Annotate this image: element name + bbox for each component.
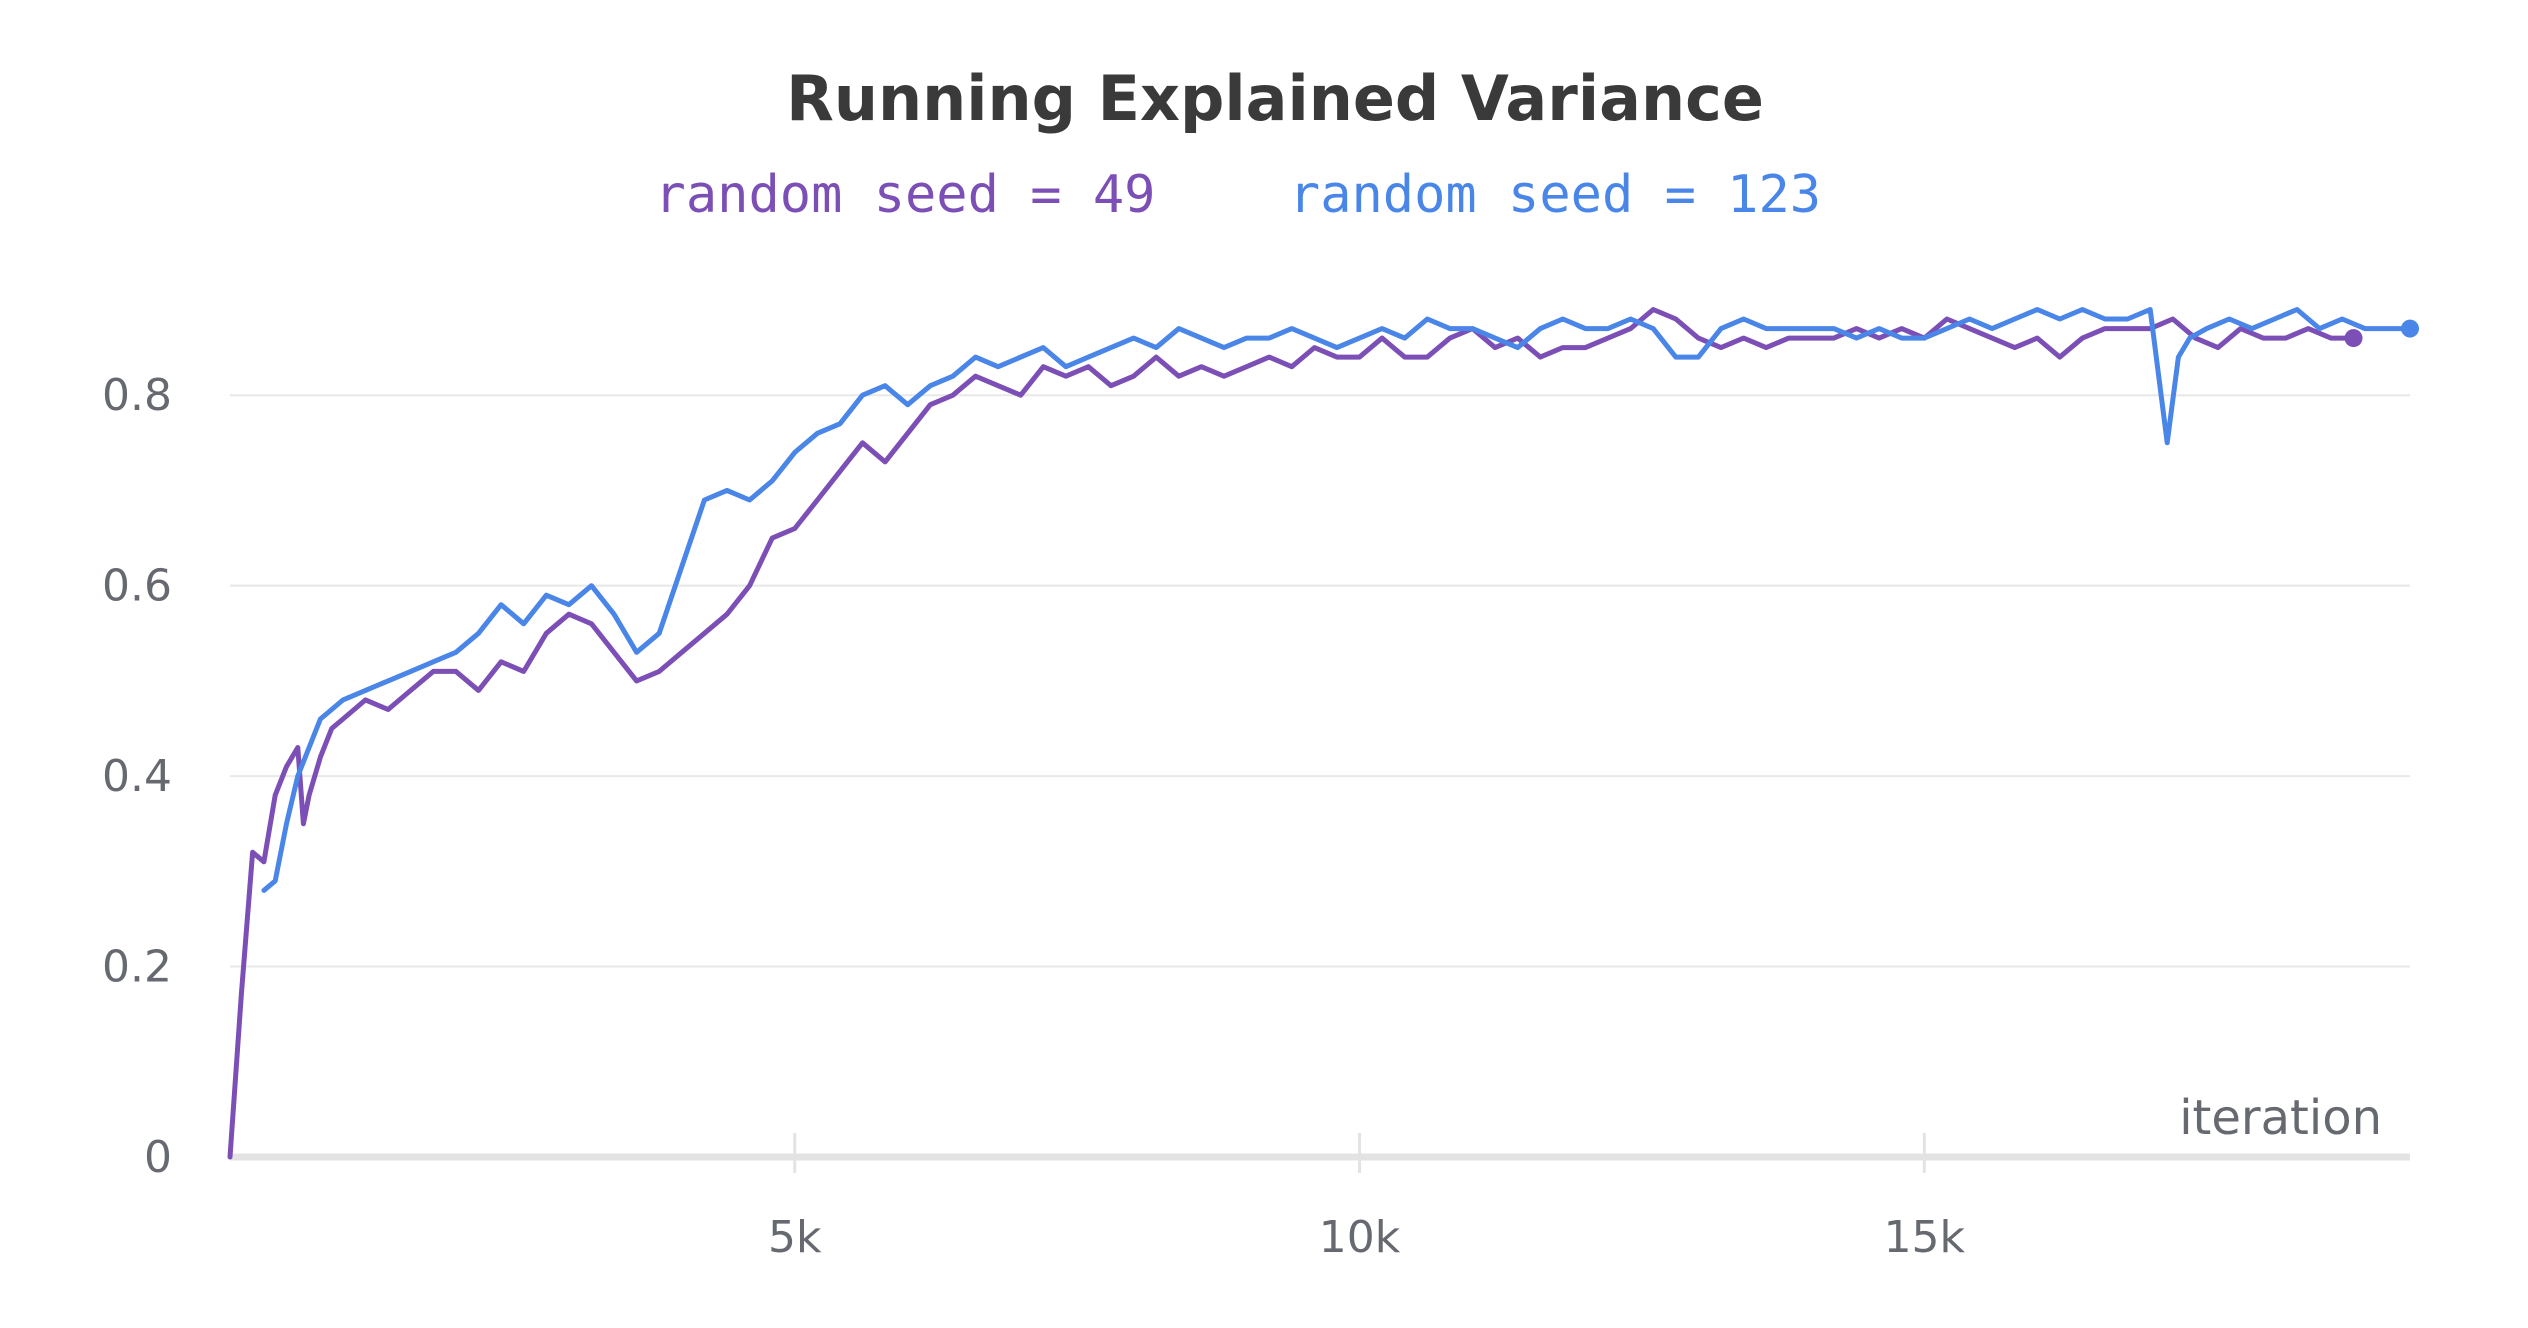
series-end-marker-1 [2401, 319, 2419, 338]
legend-entry: random seed = 123 [1289, 165, 1821, 225]
y-tick-label: 0.8 [102, 370, 172, 421]
series-group [227, 307, 2419, 1160]
x-tick-label: 10k [1319, 1212, 1401, 1263]
y-tick-label: 0.6 [102, 561, 172, 612]
grid-lines [230, 394, 2410, 968]
x-axis: 5k 10k 15k [230, 1133, 2410, 1263]
legend: random seed = 49 random seed = 123 [655, 165, 1822, 225]
x-tick-label: 5k [768, 1212, 822, 1263]
series-end-marker-0 [2344, 329, 2363, 348]
x-tick-label: 15k [1884, 1212, 1966, 1263]
x-axis-label: iteration [2179, 1090, 2382, 1146]
series-line-0 [227, 307, 2356, 1160]
y-tick-label: 0 [144, 1132, 172, 1183]
y-tick-label: 0.4 [102, 751, 172, 802]
series-line-1 [261, 307, 2413, 893]
chart-title: Running Explained Variance [786, 62, 1764, 135]
legend-entry: random seed = 49 [655, 165, 1156, 225]
y-tick-label: 0.2 [102, 942, 172, 993]
y-axis: 0 0.2 0.4 0.6 0.8 [102, 370, 172, 1183]
